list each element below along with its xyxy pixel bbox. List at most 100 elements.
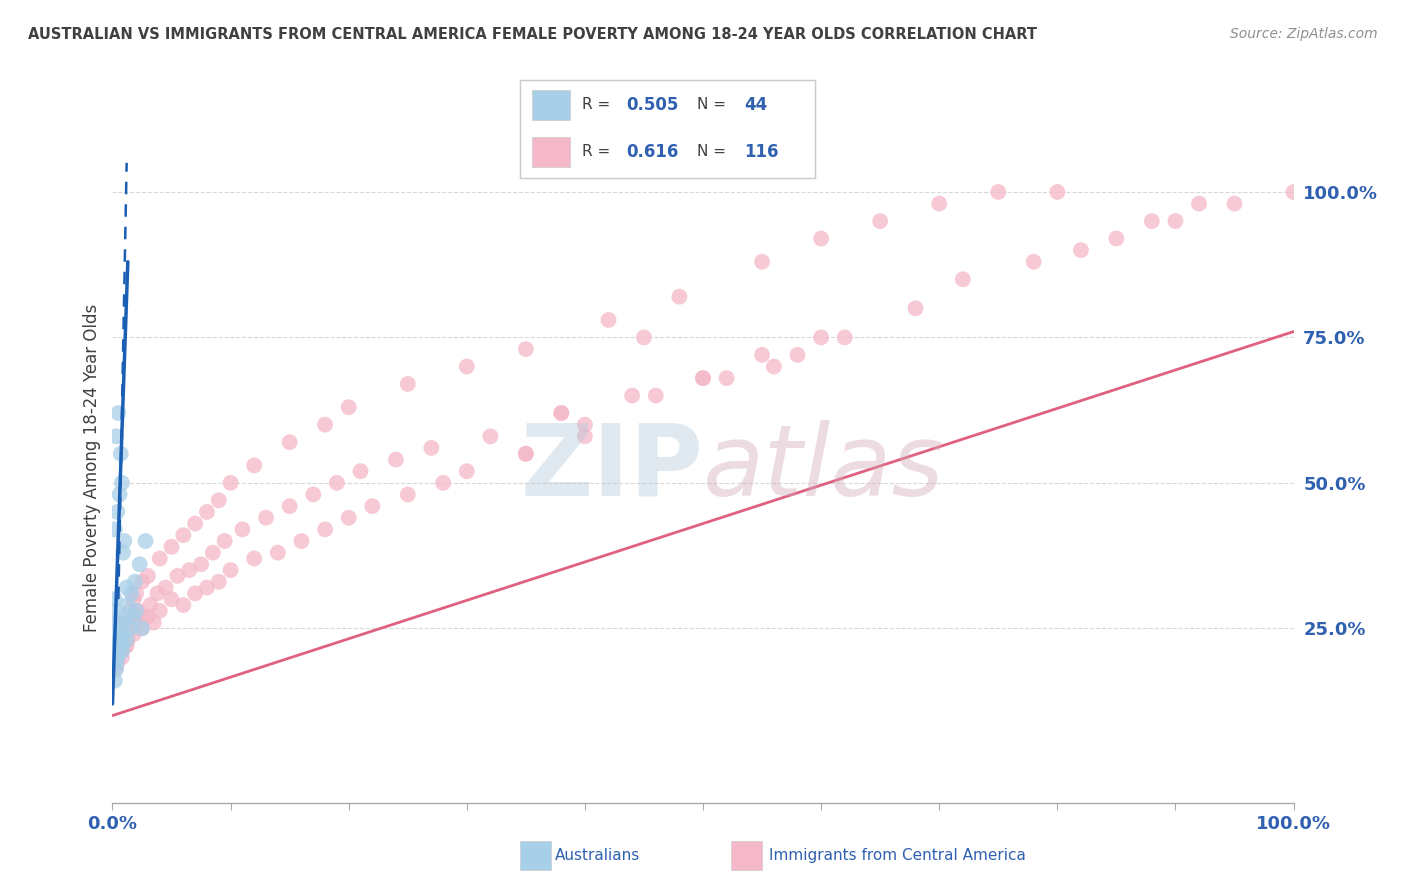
Point (349, 464, 371, 478)
Point (172, 528, 194, 542)
Point (1223, 196, 1246, 211)
Point (166, 569, 188, 583)
Point (112, 615, 135, 630)
Point (111, 644, 134, 658)
Point (1022, 254, 1045, 268)
Point (195, 505, 218, 519)
Point (515, 447, 537, 461)
Point (550, 406, 572, 420)
Point (190, 558, 212, 572)
Text: R =: R = (582, 145, 616, 160)
Point (120, 621, 142, 635)
Point (515, 447, 537, 461)
Point (692, 371, 714, 385)
Point (155, 581, 177, 595)
Point (598, 313, 620, 327)
Point (105, 505, 128, 519)
Text: Australians: Australians (555, 848, 641, 863)
Point (105, 656, 128, 670)
Point (184, 516, 207, 531)
Text: R =: R = (582, 97, 616, 112)
Point (112, 632, 135, 647)
Point (105, 650, 128, 665)
Point (107, 644, 129, 658)
Point (105, 662, 128, 676)
Point (110, 621, 132, 635)
Point (243, 551, 266, 566)
Point (107, 639, 129, 653)
Point (160, 540, 183, 554)
Point (108, 644, 131, 658)
Point (1070, 243, 1092, 257)
Point (108, 632, 131, 647)
Point (131, 574, 153, 589)
Point (114, 639, 136, 653)
Point (120, 621, 142, 635)
Point (432, 475, 454, 490)
Point (105, 429, 128, 443)
Point (124, 615, 146, 630)
Text: 44: 44 (745, 95, 768, 114)
Point (515, 342, 537, 356)
Point (810, 231, 832, 245)
Point (987, 185, 1010, 199)
Point (112, 621, 135, 635)
Text: atlas: atlas (703, 420, 945, 516)
Point (115, 632, 138, 647)
Point (550, 406, 572, 420)
Point (456, 359, 478, 374)
Point (195, 581, 218, 595)
Point (136, 569, 159, 583)
Point (111, 650, 134, 665)
Point (120, 586, 142, 600)
Point (456, 464, 478, 478)
Point (928, 196, 950, 211)
Point (112, 534, 135, 549)
Point (644, 388, 666, 402)
Point (125, 604, 148, 618)
Point (834, 330, 856, 344)
Point (904, 301, 927, 316)
Point (110, 644, 132, 658)
Text: 116: 116 (745, 143, 779, 161)
Point (107, 644, 129, 658)
Point (314, 522, 336, 536)
Point (111, 627, 134, 641)
Point (172, 598, 194, 612)
Point (1282, 185, 1305, 199)
Point (254, 510, 277, 524)
Text: 0.505: 0.505 (627, 95, 679, 114)
Point (114, 609, 136, 624)
Point (219, 475, 242, 490)
Point (125, 615, 148, 630)
Text: N =: N = (697, 97, 731, 112)
Point (104, 592, 127, 607)
Point (396, 487, 419, 501)
Point (131, 621, 153, 635)
Point (810, 330, 832, 344)
Point (267, 546, 290, 560)
Point (117, 598, 139, 612)
Point (243, 458, 266, 473)
Point (574, 417, 596, 432)
Point (420, 441, 443, 455)
Bar (531, 137, 571, 167)
Point (290, 534, 312, 549)
Point (786, 348, 808, 362)
Point (337, 510, 360, 524)
Point (160, 592, 183, 607)
Point (361, 499, 384, 513)
Point (125, 586, 148, 600)
Point (112, 627, 135, 641)
Point (1105, 231, 1128, 245)
Point (117, 632, 139, 647)
Point (108, 639, 131, 653)
Point (208, 574, 231, 589)
Point (120, 604, 142, 618)
Point (103, 650, 125, 665)
Point (149, 551, 172, 566)
Point (278, 435, 301, 450)
Point (633, 330, 655, 344)
Point (128, 558, 150, 572)
Point (184, 586, 207, 600)
